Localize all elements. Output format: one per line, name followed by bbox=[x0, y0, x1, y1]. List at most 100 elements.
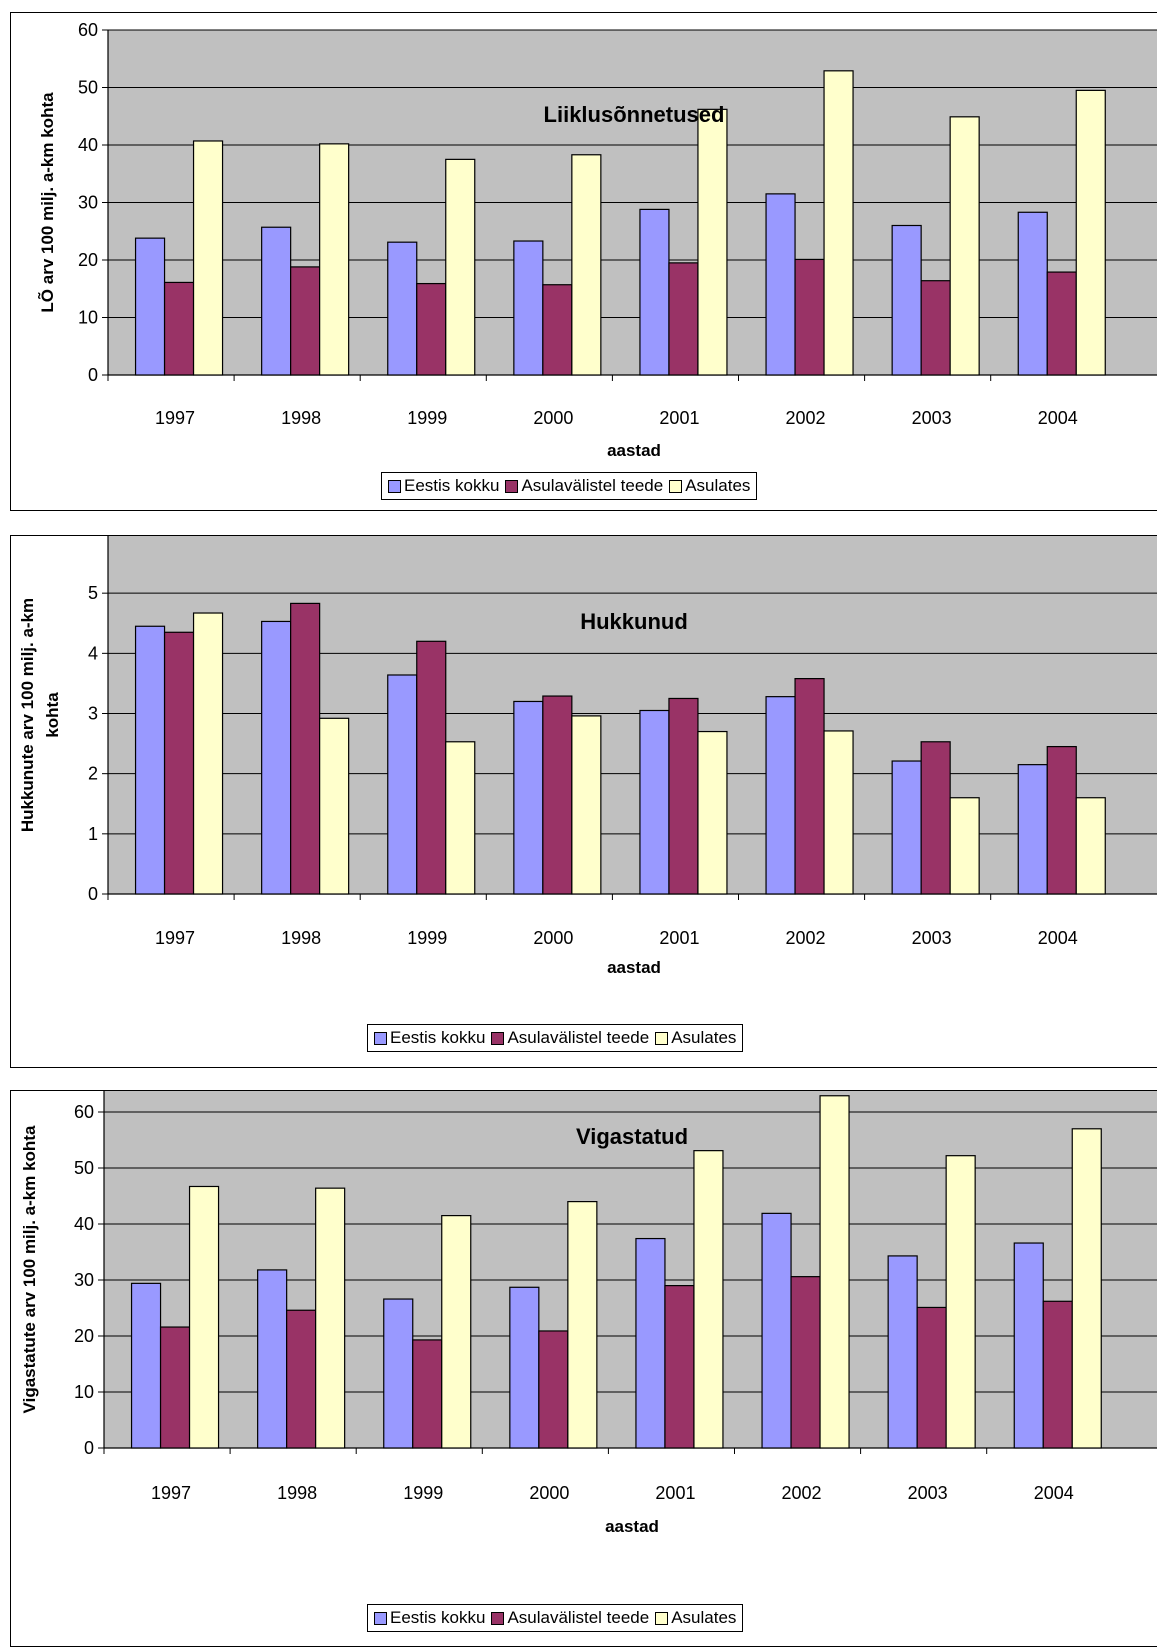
legend-label: Asulates bbox=[671, 1028, 737, 1047]
chart-panel-hukkunud: 0 1 2 3 4 5 1997 1998 1999 2000 2001 2002 2003 2004 Hu… bbox=[10, 535, 1157, 1068]
bar-asulates-2001 bbox=[697, 730, 728, 895]
x-tick-label: 2002 bbox=[782, 1483, 822, 1503]
y-tick-label: 10 bbox=[78, 308, 98, 328]
legend-swatch bbox=[491, 1611, 505, 1625]
bar-eestis-kokku-2004 bbox=[1013, 1242, 1044, 1449]
bar-asulates-2002 bbox=[823, 730, 854, 895]
legend-item-asulates: Asulates bbox=[655, 1028, 736, 1048]
legend-swatch bbox=[505, 479, 519, 493]
bar-eestis-kokku-2000 bbox=[509, 1286, 540, 1449]
bar-eestis-kokku-2001 bbox=[639, 208, 670, 376]
y-axis-label: kohta bbox=[43, 692, 62, 738]
bar-asulavalistel-teede-2003 bbox=[916, 1306, 947, 1449]
bar-asulavalistel-teede-2003 bbox=[920, 280, 951, 376]
bar-asulavalistel-teede-2000 bbox=[542, 695, 573, 895]
bar-asulates-1999 bbox=[441, 1214, 472, 1449]
bar-eestis-kokku-2002 bbox=[765, 193, 796, 376]
x-tick-label: 1999 bbox=[403, 1483, 443, 1503]
x-tick-label: 2001 bbox=[659, 928, 699, 948]
x-tick-label: 2001 bbox=[655, 1483, 695, 1503]
bar-asulates-2001 bbox=[697, 108, 728, 376]
x-tick-label: 2004 bbox=[1038, 928, 1078, 948]
x-tick-label: 2004 bbox=[1038, 408, 1078, 428]
bar-eestis-kokku-2002 bbox=[765, 696, 796, 895]
chart-legend: Eestis kokku Asulavälistel teede Asulates bbox=[367, 1604, 744, 1632]
x-tick-label: 1997 bbox=[155, 928, 195, 948]
bar-asulates-2001 bbox=[693, 1150, 724, 1449]
bar-eestis-kokku-1999 bbox=[387, 674, 418, 895]
bar-eestis-kokku-2003 bbox=[891, 760, 922, 895]
y-tick-label: 40 bbox=[78, 135, 98, 155]
bar-asulates-1998 bbox=[315, 1187, 346, 1449]
bar-asulates-1997 bbox=[192, 612, 224, 895]
y-tick-label: 4 bbox=[88, 643, 98, 663]
bar-asulavalistel-teede-1999 bbox=[416, 640, 447, 895]
bar-asulavalistel-teede-1997 bbox=[163, 631, 195, 895]
bar-asulates-1999 bbox=[445, 158, 476, 376]
bar-asulavalistel-teede-2004 bbox=[1046, 745, 1077, 895]
x-tick-label: 1998 bbox=[281, 408, 321, 428]
legend-label: Asulavälistel teede bbox=[521, 476, 664, 495]
bar-eestis-kokku-1999 bbox=[387, 241, 418, 376]
bar-asulavalistel-teede-2002 bbox=[794, 258, 825, 376]
bar-eestis-kokku-2000 bbox=[513, 240, 544, 376]
bar-eestis-kokku-1998 bbox=[257, 1269, 288, 1449]
bar-eestis-kokku-2004 bbox=[1017, 764, 1048, 895]
y-tick-label: 10 bbox=[74, 1382, 94, 1402]
y-tick-label: 20 bbox=[74, 1326, 94, 1346]
bar-asulavalistel-teede-2004 bbox=[1046, 271, 1077, 376]
bar-asulates-2000 bbox=[567, 1200, 598, 1449]
legend-swatch bbox=[374, 1031, 387, 1045]
legend-label: Asulates bbox=[685, 476, 751, 495]
chart-svg: 0 1 2 3 4 5 1997 1998 1999 2000 2001 2002 2003 2004 Hu… bbox=[18, 536, 1157, 977]
bar-asulates-1997 bbox=[192, 140, 224, 376]
y-tick-label: 0 bbox=[84, 1438, 94, 1458]
bar-asulates-2004 bbox=[1075, 89, 1106, 376]
chart-panel-vigastatud: 0 10 20 30 40 50 60 1997 1998 1999 2000 2001 2002 200… bbox=[10, 1090, 1157, 1647]
chart-svg: 0 10 20 30 40 50 60 1997 1998 1999 2000 2001 2002 200… bbox=[20, 1091, 1157, 1536]
legend-label: Asulates bbox=[671, 1608, 737, 1627]
x-tick-label: 1998 bbox=[277, 1483, 317, 1503]
bar-asulavalistel-teede-2001 bbox=[668, 697, 699, 895]
legend-label: Asulavälistel teede bbox=[507, 1608, 650, 1627]
bar-asulates-2004 bbox=[1075, 797, 1106, 895]
x-tick-label: 2002 bbox=[786, 928, 826, 948]
legend-label: Asulavälistel teede bbox=[507, 1028, 650, 1047]
y-tick-label: 60 bbox=[74, 1102, 94, 1122]
x-tick-label: 1997 bbox=[151, 1483, 191, 1503]
bar-asulates-1998 bbox=[319, 143, 350, 376]
bar-eestis-kokku-2003 bbox=[887, 1255, 918, 1449]
bar-eestis-kokku-1997 bbox=[134, 625, 166, 895]
x-tick-label: 2003 bbox=[912, 408, 952, 428]
bar-asulavalistel-teede-2001 bbox=[668, 262, 699, 376]
legend-swatch bbox=[655, 1031, 669, 1045]
x-axis-label: aastad bbox=[605, 1517, 659, 1536]
chart-svg: 0 10 20 30 40 50 60 1997 1998 1999 2000 2001 2002 200… bbox=[37, 20, 1157, 460]
bar-asulavalistel-teede-1999 bbox=[412, 1339, 443, 1449]
legend-item-asulates: Asulates bbox=[669, 476, 750, 496]
bar-asulates-2003 bbox=[949, 116, 980, 376]
legend-item-asulavalistel-teede: Asulavälistel teede bbox=[505, 476, 663, 496]
x-tick-label: 1999 bbox=[407, 408, 447, 428]
bar-asulates-2002 bbox=[819, 1095, 850, 1449]
legend-swatch bbox=[491, 1031, 505, 1045]
bar-eestis-kokku-2001 bbox=[635, 1237, 666, 1449]
bar-asulates-1997 bbox=[188, 1185, 220, 1449]
y-tick-label: 2 bbox=[88, 764, 98, 784]
legend-swatch bbox=[374, 1611, 387, 1625]
chart-panel-liiklusonnetused: 0 10 20 30 40 50 60 1997 1998 1999 2000 2001 2002 200… bbox=[10, 12, 1157, 511]
bar-asulavalistel-teede-1998 bbox=[286, 1309, 317, 1449]
bar-asulates-2003 bbox=[945, 1155, 976, 1449]
bar-asulates-2002 bbox=[823, 70, 854, 376]
legend-item-asulates: Asulates bbox=[655, 1608, 736, 1628]
bar-asulavalistel-teede-1997 bbox=[163, 281, 195, 376]
bar-asulavalistel-teede-1998 bbox=[290, 266, 321, 376]
bar-eestis-kokku-2002 bbox=[761, 1212, 792, 1449]
legend-swatch bbox=[388, 479, 401, 493]
y-tick-label: 50 bbox=[78, 78, 98, 98]
bar-eestis-kokku-1998 bbox=[261, 620, 292, 895]
bar-eestis-kokku-2004 bbox=[1017, 211, 1048, 376]
legend-item-eestis-kokku: Eestis kokku bbox=[388, 476, 499, 496]
bar-asulavalistel-teede-1999 bbox=[416, 282, 447, 376]
x-tick-label: 1999 bbox=[407, 928, 447, 948]
